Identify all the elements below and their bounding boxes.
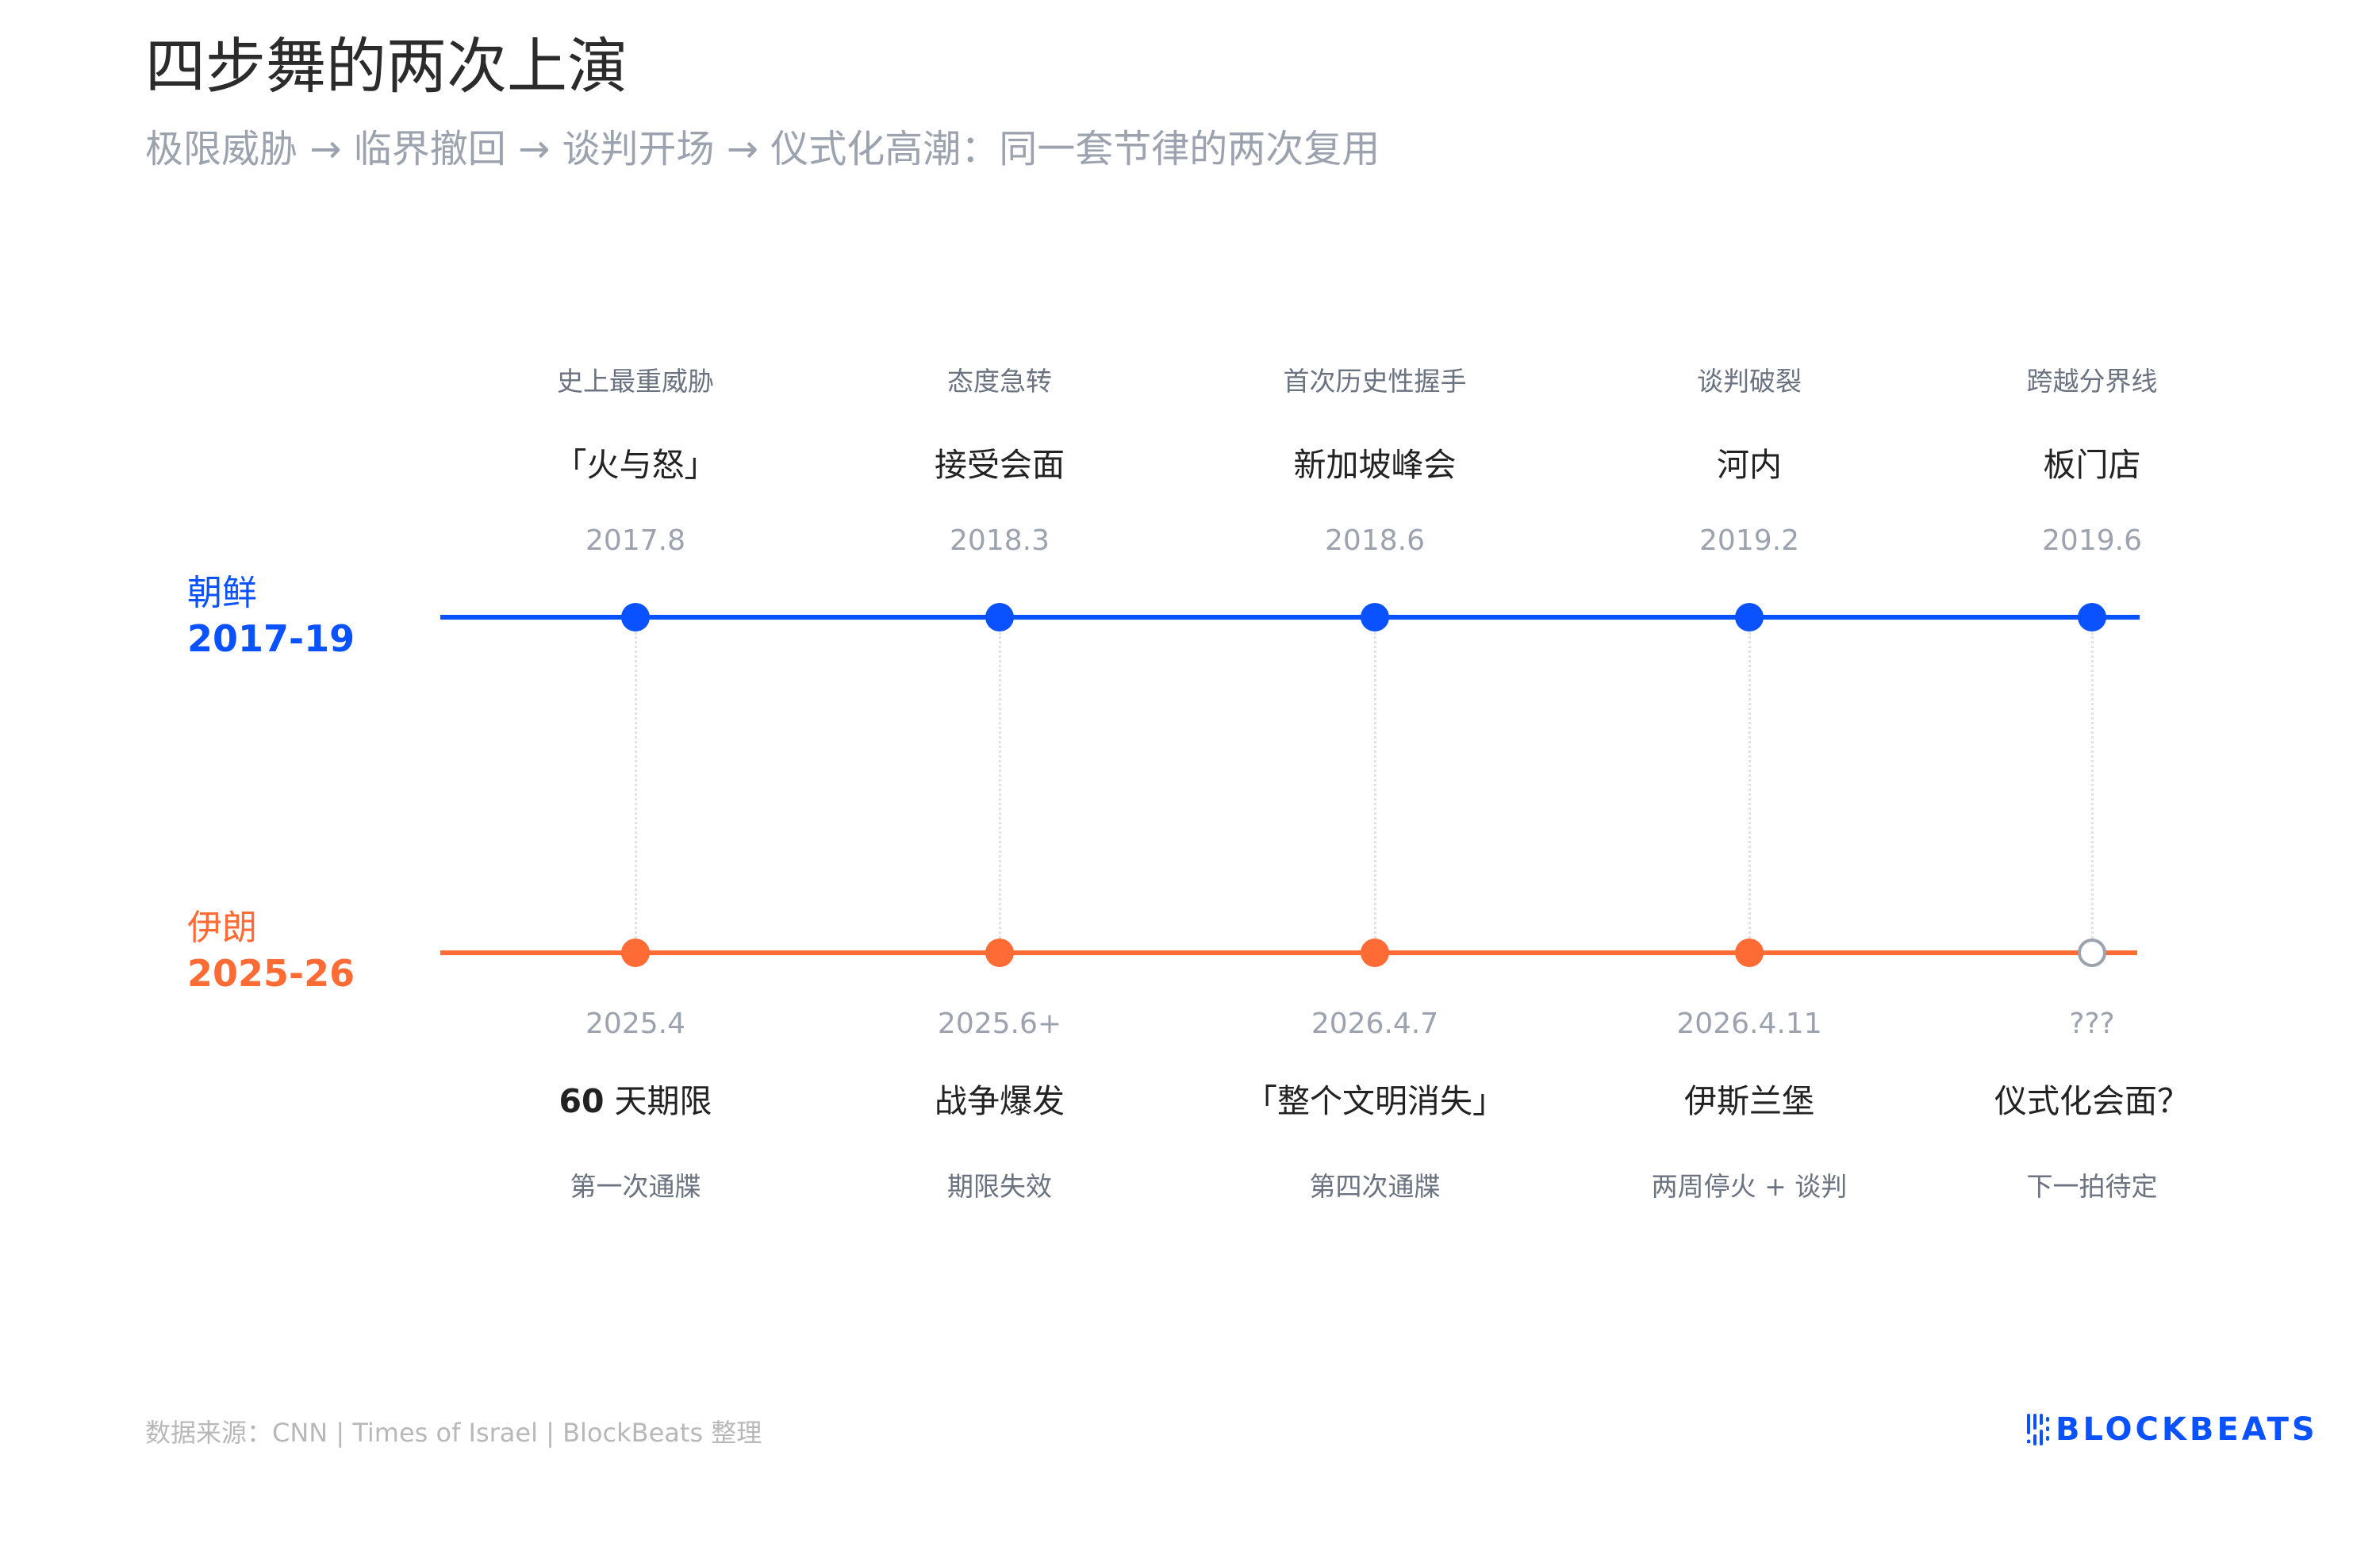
event-tag: 谈判破裂 <box>1697 366 1802 397</box>
event-tag: 下一拍待定 <box>2026 1171 2158 1202</box>
event-title: 河内 <box>1717 446 1782 484</box>
event-title: 仪式化会面？ <box>1994 1082 2190 1120</box>
event-tag: 第四次通牒 <box>1309 1171 1441 1202</box>
event-tag: 期限失效 <box>947 1171 1052 1202</box>
timeline-dot[interactable] <box>1735 603 1764 631</box>
timeline-dot[interactable] <box>985 939 1014 967</box>
event-title: 60 天期限 <box>559 1085 712 1118</box>
event-title: 接受会面 <box>935 446 1065 484</box>
event-title: 板门店 <box>2043 446 2141 484</box>
timeline-dot[interactable] <box>1361 603 1389 631</box>
page-subtitle: 极限威胁 → 临界撤回 → 谈判开场 → 仪式化高潮：同一套节律的两次复用 <box>145 127 1380 171</box>
timeline-dot[interactable] <box>1735 939 1764 967</box>
event-date: 2019.6 <box>2042 524 2142 557</box>
timeline-dot[interactable] <box>621 603 650 631</box>
row-label-north-korea: 朝鲜 2017-19 <box>187 573 355 660</box>
row-label-iran: 伊朗 2025-26 <box>187 911 355 992</box>
event-title-number: 60 <box>559 1082 605 1120</box>
event-tag: 态度急转 <box>947 366 1052 397</box>
timeline-dot[interactable] <box>2078 603 2106 631</box>
event-title: 「火与怒」 <box>554 446 717 484</box>
source-note: 数据来源：CNN | Times of Israel | BlockBeats … <box>145 1418 762 1448</box>
event-tag: 首次历史性握手 <box>1283 366 1467 397</box>
event-date: 2026.4.11 <box>1676 1008 1822 1040</box>
row-years: 2017-19 <box>187 617 355 660</box>
blockbeats-mark-icon <box>2027 1414 2049 1445</box>
event-title: 新加坡峰会 <box>1293 446 1457 484</box>
connector-line <box>1374 632 1376 939</box>
row-name: 朝鲜 <box>187 573 257 613</box>
event-tag: 第一次通牒 <box>570 1171 701 1202</box>
event-title-text: 天期限 <box>604 1082 712 1120</box>
timeline-track-north-korea <box>440 615 2140 620</box>
timeline-dot[interactable] <box>621 939 650 967</box>
page-title: 四步舞的两次上演 <box>145 31 628 102</box>
event-title: 「整个文明消失」 <box>1245 1082 1505 1120</box>
event-date: 2017.8 <box>585 524 685 557</box>
event-date: 2018.6 <box>1325 524 1425 557</box>
event-tag: 两周停火 + 谈判 <box>1651 1171 1848 1202</box>
timeline-dot[interactable] <box>1361 939 1389 967</box>
connector-line <box>2091 632 2094 939</box>
event-date: ??? <box>2069 1008 2115 1040</box>
event-tag: 史上最重威胁 <box>557 366 714 397</box>
row-name: 伊朗 <box>187 908 257 948</box>
connector-line <box>635 632 637 939</box>
logo-wordmark: BLOCKBEATS <box>2056 1411 2318 1448</box>
event-date: 2019.2 <box>1699 524 1799 557</box>
connector-line <box>1749 632 1751 939</box>
event-date: 2026.4.7 <box>1311 1008 1439 1040</box>
connector-line <box>999 632 1001 939</box>
event-tag: 跨越分界线 <box>2026 366 2158 397</box>
timeline-dot-pending[interactable] <box>2078 939 2106 967</box>
event-date: 2025.4 <box>585 1008 685 1040</box>
event-date: 2018.3 <box>950 524 1050 557</box>
blockbeats-logo: BLOCKBEATS <box>2027 1414 2318 1445</box>
event-title: 战争爆发 <box>935 1082 1065 1120</box>
event-date: 2025.6+ <box>937 1008 1062 1040</box>
row-years: 2025-26 <box>187 952 355 995</box>
timeline-track-iran <box>440 950 2137 955</box>
timeline-dot[interactable] <box>985 603 1014 631</box>
event-title: 伊斯兰堡 <box>1684 1082 1814 1120</box>
